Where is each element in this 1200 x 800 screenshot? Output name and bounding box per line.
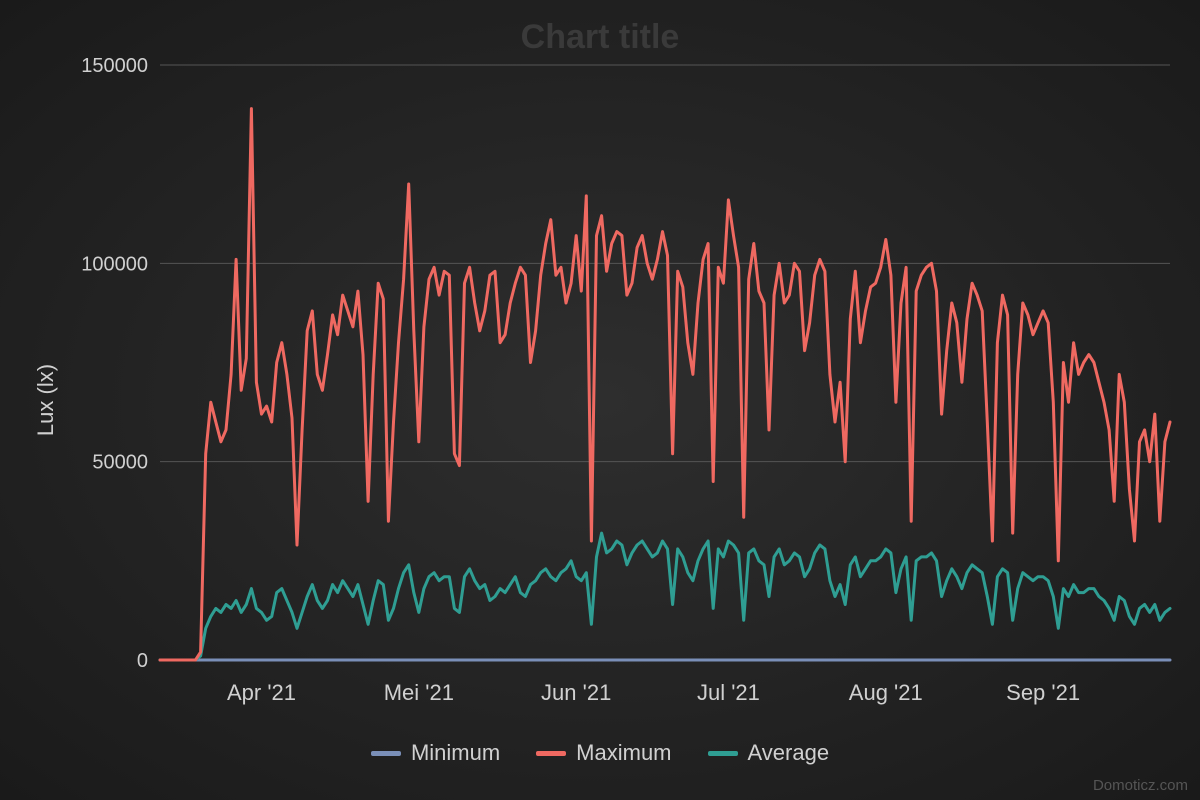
svg-text:50000: 50000 [92, 452, 148, 474]
svg-text:Jul '21: Jul '21 [697, 680, 760, 705]
chart-plot-area: 0 50000 100000 150000 Apr '21 Mei '21 Jun '21 J… [0, 0, 1200, 800]
legend-swatch [371, 751, 401, 756]
lux-line-chart: Chart title Lux (lx) 050000100000150000A… [0, 0, 1200, 800]
footer-brand: Domoticz.com [1093, 777, 1188, 794]
chart-legend: Minimum Maximum Average [0, 736, 1200, 767]
svg-text:0: 0 [137, 650, 148, 672]
legend-item[interactable]: Average [708, 740, 830, 766]
svg-text:Mei '21: Mei '21 [384, 680, 454, 705]
legend-item[interactable]: Minimum [371, 740, 500, 766]
svg-text:150000: 150000 [81, 55, 148, 77]
legend-swatch [536, 751, 566, 756]
legend-label: Average [748, 740, 830, 766]
svg-text:Jun '21: Jun '21 [541, 680, 611, 705]
legend-label: Maximum [576, 740, 671, 766]
legend-swatch [708, 751, 738, 756]
legend-item[interactable]: Maximum [536, 740, 671, 766]
svg-text:Apr '21: Apr '21 [227, 680, 296, 705]
svg-text:Aug '21: Aug '21 [849, 680, 923, 705]
svg-text:100000: 100000 [81, 253, 148, 275]
legend-label: Minimum [411, 740, 500, 766]
svg-text:Sep '21: Sep '21 [1006, 680, 1080, 705]
